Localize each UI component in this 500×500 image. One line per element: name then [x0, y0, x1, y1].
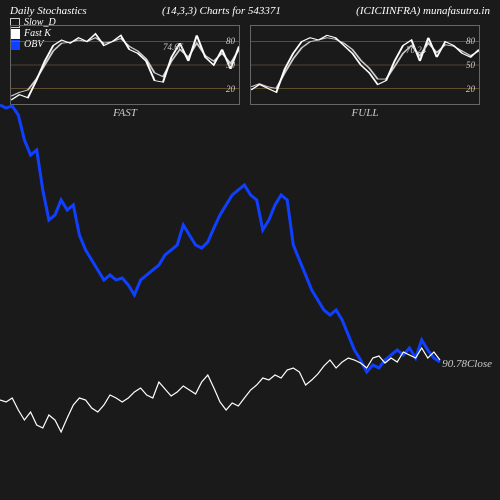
full-y-50: 50: [466, 60, 475, 70]
fast-y-20: 20: [226, 84, 235, 94]
mini-fast-box: 80 50 20 74.66: [10, 25, 240, 105]
mini-full-box: 80 50 20 70.24: [250, 25, 480, 105]
main-chart-svg: [0, 100, 500, 500]
fast-value: 74.66: [163, 42, 183, 52]
full-value: 70.24: [406, 45, 426, 55]
full-y-80: 80: [466, 36, 475, 46]
header-right: (ICICIINFRA) munafasutra.in: [356, 5, 490, 17]
fast-y-80: 80: [226, 36, 235, 46]
mini-full-svg: [251, 26, 479, 104]
header-center: (14,3,3) Charts for 543371: [162, 5, 281, 17]
header-title: Daily Stochastics: [10, 5, 87, 17]
mini-fast-svg: [11, 26, 239, 104]
full-y-20: 20: [466, 84, 475, 94]
close-value-label: 90.78Close: [442, 358, 492, 370]
fast-y-50: 50: [226, 60, 235, 70]
main-chart: 90.78Close: [0, 100, 500, 500]
